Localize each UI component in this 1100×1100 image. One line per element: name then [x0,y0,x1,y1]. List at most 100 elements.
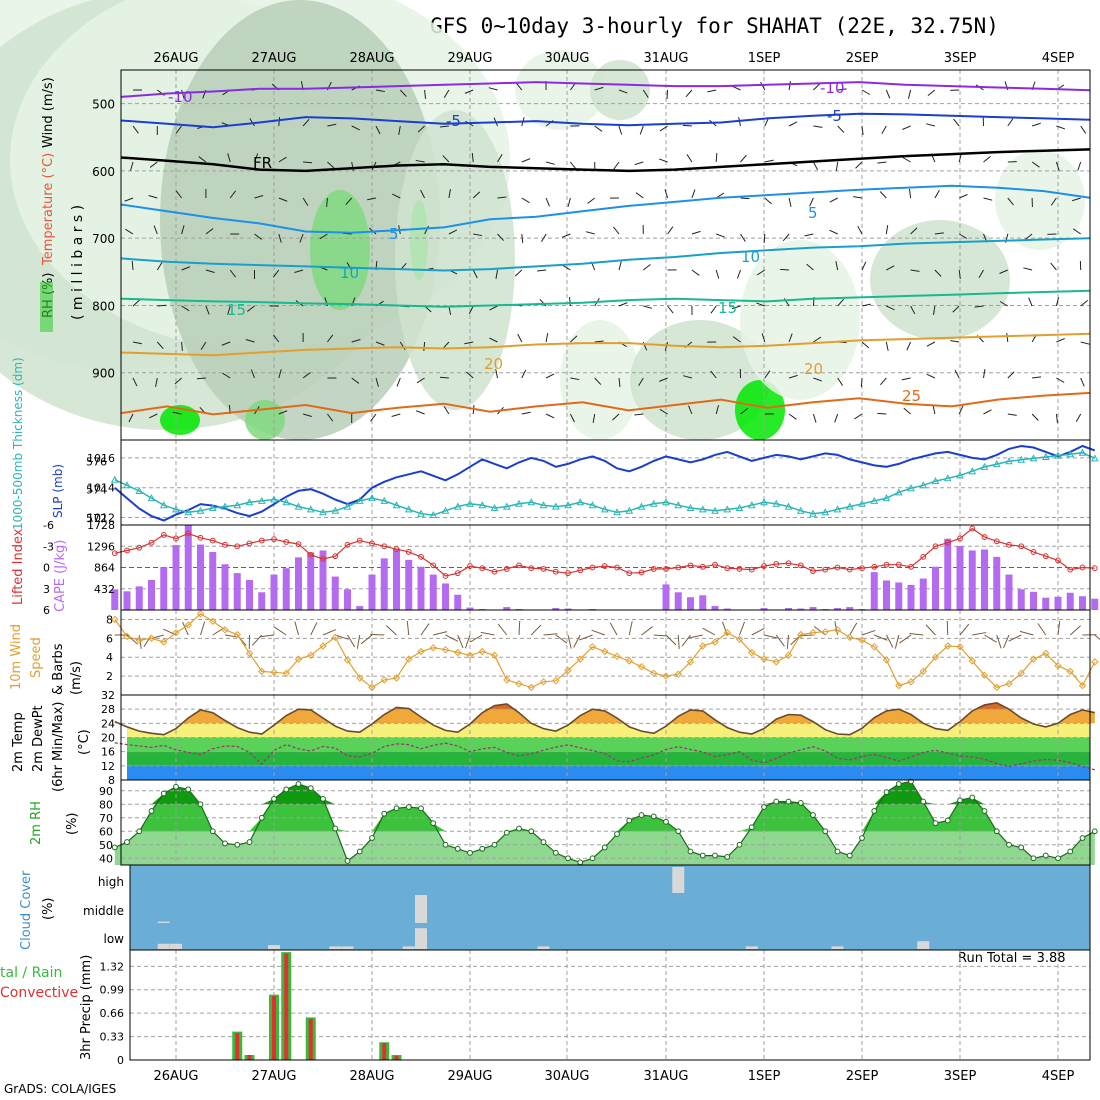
lifted-index-point [1006,541,1012,548]
wind-barb [200,341,207,350]
lifted-index-point [503,566,510,572]
wind-speed-point [650,669,658,678]
wind-barb [1024,233,1033,241]
lifted-index-point [908,563,914,570]
cape-bar [503,607,511,610]
wind-barb-10m [335,634,349,640]
wind-barb-10m [457,634,464,649]
lifted-index-point [295,541,302,548]
thickness-point [466,499,474,507]
wind-speed-point [307,651,315,660]
wind-barb [156,341,164,350]
wind-barb [521,197,530,204]
wind-speed-point [282,669,291,678]
slp-axis-label: SLP (mb) [51,464,65,518]
rh-point [430,820,437,827]
wind-barb [857,225,863,235]
wind-barb [278,369,282,379]
thickness-point [441,506,450,514]
wind-barb-10m [786,634,789,649]
cape-bar [344,589,351,610]
lifted-index-point [724,565,731,572]
wind-barb [327,161,335,169]
lifted-index-point [160,532,167,538]
wind-barb [124,197,134,202]
wind-barb [788,197,792,207]
temperature-axis-label: Temperature (°C) [41,153,56,266]
wind-barb-10m [653,634,668,637]
cape-bar [1054,596,1062,610]
x-tick-label-bottom: 4SEP [1042,1069,1075,1084]
wind-barb [613,161,620,170]
cape-bar [552,608,560,610]
wind-barb [788,374,798,379]
cape-bar [699,595,707,610]
wind-barb [813,83,821,91]
wind-barb-10m [1069,625,1081,636]
rh-point [418,805,424,812]
x-tick-label-top: 4SEP [1042,51,1075,66]
wind-barb [132,125,139,134]
x-tick-label-bottom: 30AUG [544,1069,589,1084]
wind-barb [416,377,425,384]
wind-barb [958,269,961,279]
wind-barb [667,305,674,314]
cape-bar [932,566,939,610]
thickness-point [821,508,830,516]
wind-barb [545,373,555,379]
thickness-point [404,505,413,513]
cape-bar [993,556,1001,610]
rh-point [111,844,118,851]
wind-tick-label: 4 [106,651,113,664]
wind-barb [881,125,887,135]
cape-bar [270,574,278,610]
cape-bar [564,608,572,610]
lifted-index-point [418,553,424,560]
lifted-index-point [834,564,841,571]
wind-barb-10m [260,634,275,638]
rh-point [246,839,253,845]
x-tick-label-top: 29AUG [447,51,492,66]
precip-legend-convective: Convective [0,985,78,1001]
wind-barb [443,89,450,98]
wind-speed-point [1017,669,1026,678]
pressure-tick-label: 800 [92,299,115,313]
temperature-contour-25 [120,391,1091,416]
wind-barb [1007,371,1015,379]
credit-text: GrADS: COLA/IGES [4,1082,117,1096]
lifted-index-point [283,539,290,545]
wind-barb [592,413,596,423]
thickness-tick-label: 574 [86,484,107,497]
wind-barb [879,191,887,199]
rh-point [589,855,596,862]
wind-barb [375,377,379,387]
lifted-index-point [148,539,155,546]
wind-barb [983,369,986,379]
wind-barb [902,125,911,130]
x-tick-label-top: 31AUG [643,51,688,66]
wind-barb-10m [322,629,337,636]
cape-bar [662,584,670,610]
rh-point [920,798,927,805]
wind-barb-10m [763,634,778,639]
wind-barb [375,89,385,93]
wind-barb [932,405,936,415]
wind-barb [294,269,304,273]
cape-bar [846,607,854,610]
thickness-point [1090,454,1099,462]
wind-barb [570,377,580,381]
wind-barb [594,340,604,343]
wind-barb [1031,161,1040,168]
wind-barb [464,341,474,345]
temperature2m-axis-label-1: 2m Temp [11,712,26,772]
wind-barb [983,197,993,201]
wind-speed-point [797,630,805,639]
wind-barb [278,197,288,202]
wind-barb [760,81,766,91]
wind-barb [1032,376,1042,379]
wind-barb [299,233,304,243]
thickness-point [992,460,1001,468]
wind-speed-point [674,670,683,678]
temperature-warm-fill [114,702,1095,724]
lifted-index-point [920,553,927,560]
